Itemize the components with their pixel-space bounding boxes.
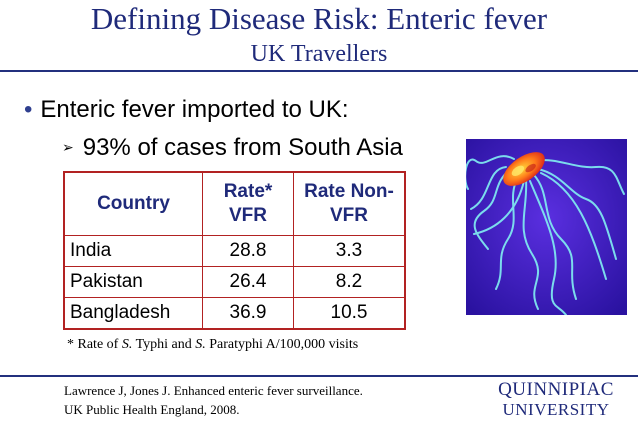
reference-line-1: Lawrence J, Jones J. Enhanced enteric fe… <box>64 383 363 398</box>
cell-rate-vfr: 28.8 <box>202 235 294 267</box>
table-row: Bangladesh 36.9 10.5 <box>63 297 406 330</box>
header-country: Country <box>63 171 203 236</box>
bacterium-illustration <box>466 139 627 315</box>
cell-rate-non-vfr: 3.3 <box>293 235 406 267</box>
cell-country: Pakistan <box>63 266 203 298</box>
slide-subtitle: UK Travellers <box>250 41 388 67</box>
logo-line-2: UNIVERSITY <box>502 400 610 419</box>
cell-rate-vfr: 36.9 <box>202 297 294 330</box>
reference-line-2: UK Public Health England, 2008. <box>64 402 240 417</box>
footnote-mid-1: Typhi and <box>132 337 196 352</box>
cell-rate-vfr: 26.4 <box>202 266 294 298</box>
top-divider <box>0 70 638 72</box>
cell-rate-non-vfr: 10.5 <box>293 297 406 330</box>
rates-table: Country Rate* VFR Rate Non- VFR India 28… <box>63 171 406 330</box>
header-rate-non-line1: Rate Non- <box>304 181 394 202</box>
bottom-divider <box>0 375 638 377</box>
table-row: Pakistan 26.4 8.2 <box>63 266 406 298</box>
cell-country: India <box>63 235 203 267</box>
bullet-sub-text: 93% of cases from South Asia <box>82 134 403 161</box>
footnote-genus-1: S. <box>121 337 133 352</box>
bullet-dot-icon: • <box>24 96 33 123</box>
header-rate-vfr-line2: VFR <box>229 205 267 226</box>
bacterium-image <box>466 139 627 315</box>
cell-country: Bangladesh <box>63 297 203 330</box>
reference-citation: Lawrence J, Jones J. Enhanced enteric fe… <box>64 381 363 419</box>
cell-rate-non-vfr: 8.2 <box>293 266 406 298</box>
logo-line-1: QUINNIPIAC <box>498 379 614 400</box>
arrow-bullet-icon: ➢ <box>62 139 74 155</box>
slide-title: Defining Disease Risk: Enteric fever <box>90 1 548 36</box>
university-logo: QUINNIPIAC UNIVERSITY <box>486 380 626 420</box>
bullet-main: • Enteric fever imported to UK: <box>24 96 349 124</box>
bullet-sub: ➢ 93% of cases from South Asia <box>62 133 403 162</box>
table-footnote: * Rate of S. Typhi and S. Paratyphi A/10… <box>67 337 358 353</box>
footnote-mid-2: Paratyphi A/100,000 visits <box>205 337 359 352</box>
header-rate-non-vfr: Rate Non- VFR <box>293 171 406 236</box>
footnote-prefix: * Rate of <box>67 337 122 352</box>
header-rate-vfr-line1: Rate* <box>223 181 273 202</box>
footnote-genus-2: S. <box>195 337 206 352</box>
header-rate-non-line2: VFR <box>330 205 368 226</box>
bullet-main-text: Enteric fever imported to UK: <box>40 96 349 123</box>
header-rate-vfr: Rate* VFR <box>202 171 294 236</box>
table-row: India 28.8 3.3 <box>63 235 406 267</box>
table-header-row: Country Rate* VFR Rate Non- VFR <box>63 171 406 236</box>
